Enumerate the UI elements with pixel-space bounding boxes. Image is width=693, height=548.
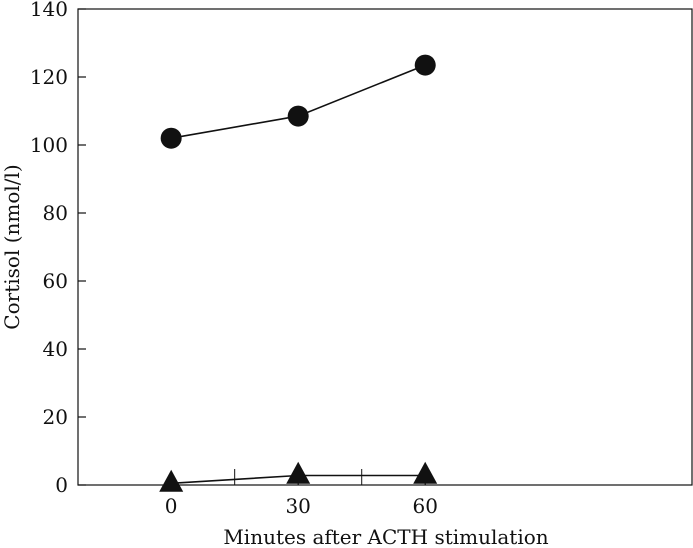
series-layer (159, 54, 438, 492)
y-tick-label: 140 (30, 0, 68, 21)
y-tick-label: 100 (30, 133, 68, 157)
x-tick-label: 0 (165, 494, 178, 518)
y-tick-label: 60 (43, 269, 68, 293)
x-tick-label: 60 (413, 494, 438, 518)
y-tick-label: 20 (43, 405, 68, 429)
y-tick-label: 40 (43, 337, 68, 361)
triangle-point (286, 461, 311, 484)
plot-axes (77, 8, 693, 486)
y-tick-label: 120 (30, 65, 68, 89)
plot-frame (77, 8, 693, 486)
y-axis-ticks: 0 20 40 60 80 100 120 140 (30, 0, 86, 497)
series-1-line (171, 64, 426, 139)
triangle-point (159, 469, 184, 492)
x-tick-label: 30 (285, 494, 310, 518)
x-axis-title: Minutes after ACTH stimulation (223, 525, 548, 548)
circle-point (287, 105, 309, 127)
circle-point (414, 54, 436, 76)
triangle-point (413, 461, 438, 484)
y-tick-label: 0 (55, 473, 68, 497)
y-axis-title: Cortisol (nmol/l) (0, 164, 24, 329)
y-tick-label: 80 (43, 201, 68, 225)
circle-point (160, 127, 182, 149)
